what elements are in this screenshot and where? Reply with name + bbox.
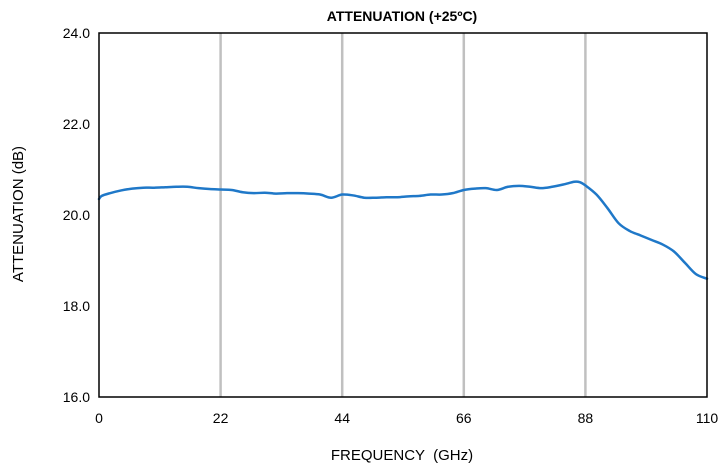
x-tick-label: 66 [456,410,472,426]
y-tick-label: 20.0 [63,207,90,223]
x-tick-label: 110 [696,410,719,426]
attenuation-line [97,180,709,280]
x-tick-label: 0 [95,410,103,426]
y-tick-label: 24.0 [63,25,90,41]
y-tick-label: 16.0 [63,389,90,405]
x-tick-label: 44 [334,410,350,426]
x-tick-labels: 0 22 44 66 88 110 [95,410,718,426]
x-tick-label: 22 [213,410,229,426]
y-tick-label: 22.0 [63,116,90,132]
grid-lines [219,33,587,397]
y-tick-label: 18.0 [63,298,90,314]
series-lines [97,180,709,280]
x-axis-title: FREQUENCY (GHz) [331,447,473,464]
plot-frame [98,32,708,398]
chart-title: ATTENUATION (+25ºC) [327,8,477,24]
y-axis-title: ATTENUATION (dB) [10,146,27,282]
y-tick-labels: 16.0 18.0 20.0 22.0 24.0 [63,25,90,405]
x-tick-label: 88 [578,410,594,426]
